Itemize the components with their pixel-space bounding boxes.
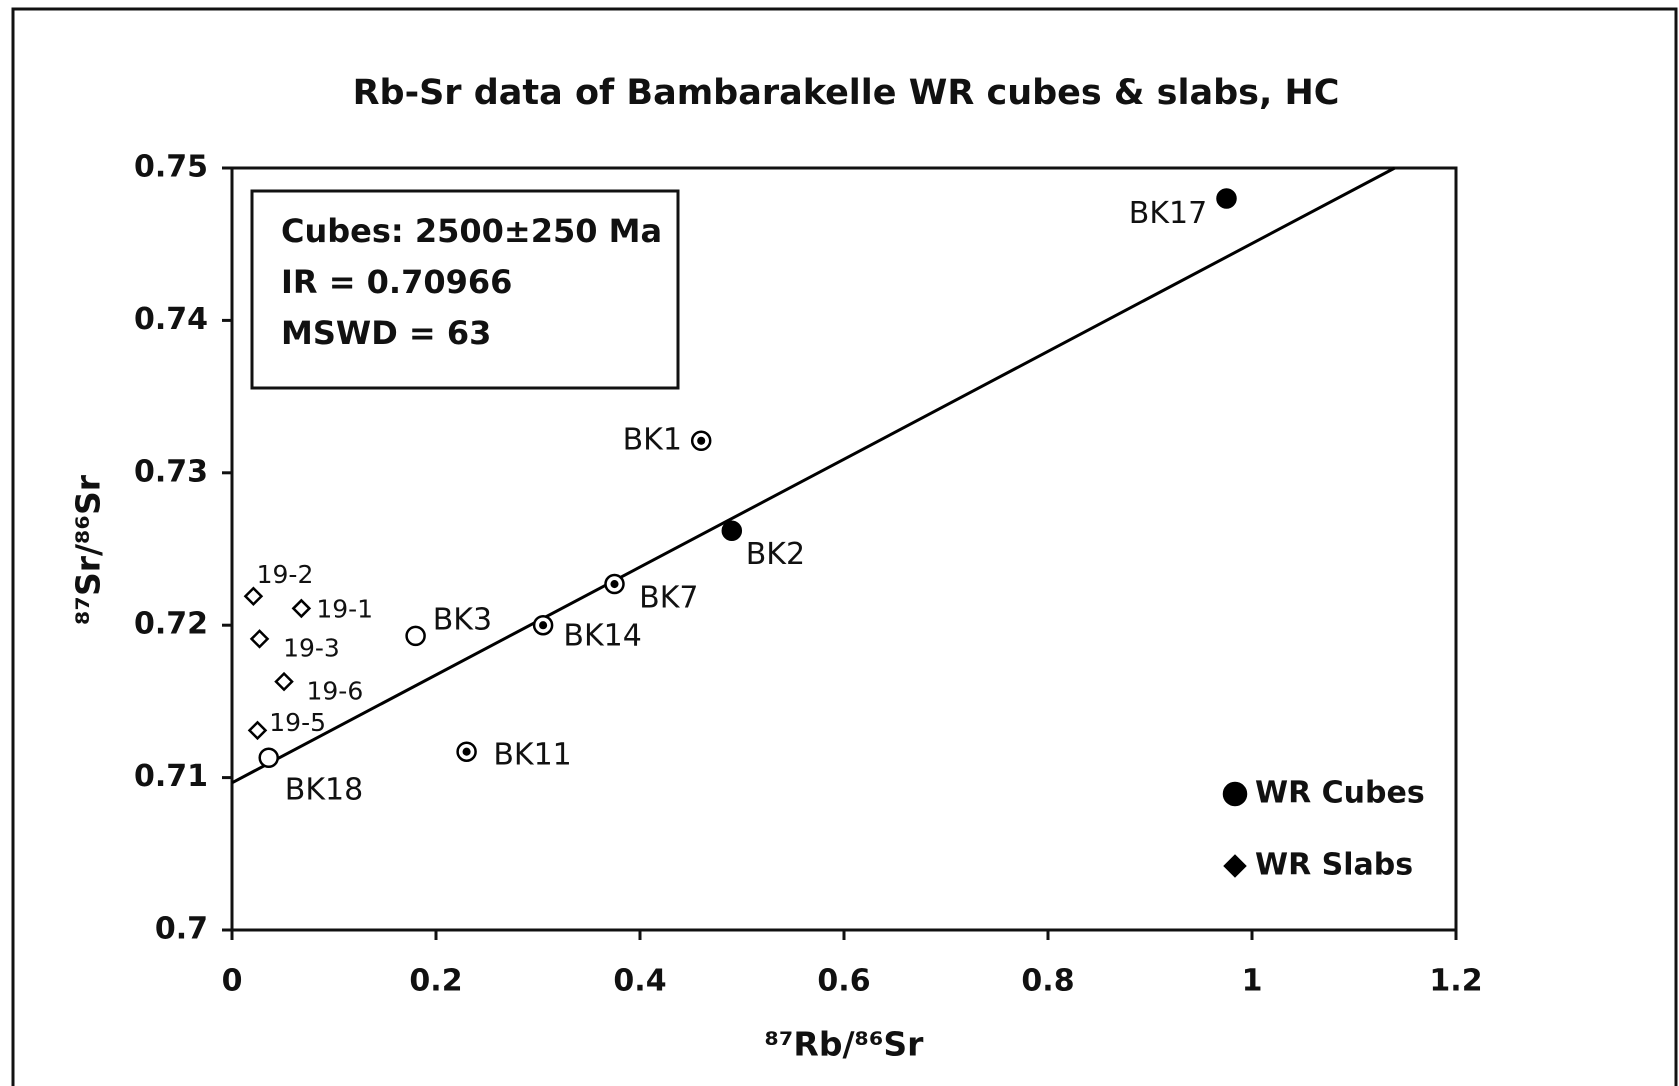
point-label: 19-3 <box>283 634 340 663</box>
x-tick-label: 0.6 <box>817 964 870 999</box>
data-point <box>258 747 279 769</box>
x-tick-label: 0 <box>222 964 243 999</box>
x-tick-label: 0.8 <box>1021 964 1074 999</box>
y-tick-label: 0.75 <box>134 150 208 185</box>
data-point <box>405 625 426 647</box>
chart-frame <box>11 7 1678 1086</box>
point-label: BK14 <box>563 618 641 653</box>
legend-label: WR Cubes <box>1255 776 1425 811</box>
point-label: 19-2 <box>257 560 314 589</box>
x-tick-label: 0.2 <box>409 964 462 999</box>
x-tick-label: 1.2 <box>1429 964 1482 999</box>
y-tick-label: 0.74 <box>134 302 208 337</box>
y-tick-label: 0.73 <box>134 454 208 489</box>
point-label: 19-5 <box>269 708 326 737</box>
annotation-box <box>250 189 680 390</box>
point-label: 19-1 <box>316 595 373 624</box>
point-label: BK3 <box>433 602 492 637</box>
point-label: BK17 <box>1129 196 1207 231</box>
annotation-text: IR = 0.70966 <box>281 263 512 301</box>
point-label: BK7 <box>639 581 698 616</box>
point-label: 19-6 <box>306 676 363 705</box>
data-point-center <box>462 747 471 756</box>
annotation-text: MSWD = 63 <box>281 314 491 352</box>
data-point <box>249 629 270 649</box>
data-point <box>1222 781 1248 807</box>
data-point <box>274 671 294 692</box>
point-label: BK11 <box>493 737 571 772</box>
y-tick-label: 0.7 <box>155 912 208 947</box>
data-point <box>243 586 264 607</box>
fit-line <box>231 166 1396 785</box>
data-point <box>1223 854 1247 878</box>
x-tick-label: 1 <box>1242 964 1263 999</box>
data-point-center <box>697 436 706 445</box>
x-tick-label: 0.4 <box>613 964 666 999</box>
data-point <box>1216 188 1237 209</box>
data-point <box>721 520 743 541</box>
data-point <box>247 720 268 741</box>
chart-title: Rb-Sr data of Bambarakelle WR cubes & sl… <box>353 73 1340 113</box>
point-label: BK2 <box>746 537 805 572</box>
x-axis-label: ⁸⁷Rb/⁸⁶Sr <box>765 1025 925 1064</box>
point-label: BK1 <box>623 422 682 457</box>
point-label: BK18 <box>285 772 363 807</box>
data-point-center <box>610 580 619 589</box>
data-point-center <box>539 621 548 630</box>
annotation-text: Cubes: 2500±250 Ma <box>281 212 662 250</box>
y-tick-label: 0.71 <box>134 759 208 794</box>
y-tick-label: 0.72 <box>134 607 208 642</box>
data-point <box>291 598 312 619</box>
legend-label: WR Slabs <box>1255 848 1413 883</box>
y-axis-label: ⁸⁷Sr/⁸⁶Sr <box>69 474 108 625</box>
